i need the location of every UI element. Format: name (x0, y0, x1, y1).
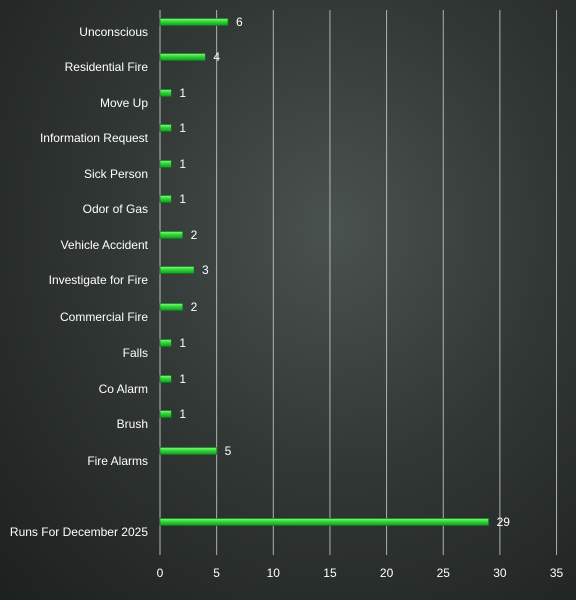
data-label-co-alarm: 1 (179, 372, 186, 386)
bar-falls (159, 339, 172, 347)
bar-runs-for-december-2025 (159, 518, 489, 526)
data-label-move-up: 1 (179, 86, 186, 100)
category-label-information-request: Information Request (40, 131, 149, 145)
data-label-odor-of-gas: 1 (179, 192, 186, 206)
category-label-residential-fire: Residential Fire (65, 60, 149, 74)
category-label-commercial-fire: Commercial Fire (60, 310, 148, 324)
x-tick-label-35: 35 (550, 566, 564, 580)
data-label-residential-fire: 4 (213, 50, 220, 64)
bar-co-alarm (159, 375, 172, 383)
category-label-unconscious: Unconscious (79, 25, 148, 39)
data-label-investigate-for-fire: 3 (202, 263, 209, 277)
x-tick-label-30: 30 (493, 566, 507, 580)
bar-brush (159, 410, 172, 418)
data-label-commercial-fire: 2 (191, 300, 198, 314)
bar-move-up (159, 89, 172, 97)
category-label-odor-of-gas: Odor of Gas (83, 202, 148, 216)
bar-odor-of-gas (159, 195, 172, 203)
category-labels: Unconscious Residential Fire Move Up Inform… (10, 25, 149, 539)
category-label-fire-alarms: Fire Alarms (87, 454, 148, 468)
bar-vehicle-accident (159, 231, 183, 239)
bar-investigate-for-fire (159, 266, 195, 274)
x-tick-label-25: 25 (437, 566, 451, 580)
bar-commercial-fire (159, 303, 183, 311)
category-label-runs-for-december-2025: Runs For December 2025 (10, 525, 148, 539)
data-label-unconscious: 6 (236, 15, 243, 29)
x-axis-ticks: 0 5 10 15 20 25 30 35 (157, 566, 564, 580)
bars (159, 18, 489, 526)
category-label-vehicle-accident: Vehicle Accident (61, 238, 149, 252)
category-label-sick-person: Sick Person (84, 167, 148, 181)
x-tick-label-5: 5 (213, 566, 220, 580)
data-label-sick-person: 1 (179, 157, 186, 171)
bar-information-request (159, 124, 172, 132)
data-label-brush: 1 (179, 407, 186, 421)
data-label-falls: 1 (179, 336, 186, 350)
category-label-brush: Brush (117, 417, 148, 431)
bar-unconscious (159, 18, 229, 26)
category-label-investigate-for-fire: Investigate for Fire (49, 273, 149, 287)
x-tick-label-10: 10 (267, 566, 281, 580)
grid-lines (159, 10, 558, 555)
x-tick-label-20: 20 (380, 566, 394, 580)
data-label-runs-for-december-2025: 29 (497, 515, 511, 529)
x-tick-label-15: 15 (323, 566, 337, 580)
bar-residential-fire (159, 53, 206, 61)
category-label-co-alarm: Co Alarm (99, 382, 148, 396)
data-label-vehicle-accident: 2 (191, 228, 198, 242)
x-tick-label-0: 0 (157, 566, 164, 580)
data-label-fire-alarms: 5 (225, 444, 232, 458)
bar-fire-alarms (159, 447, 217, 455)
category-label-falls: Falls (123, 346, 148, 360)
data-label-information-request: 1 (179, 121, 186, 135)
bar-sick-person (159, 160, 172, 168)
category-label-move-up: Move Up (100, 96, 148, 110)
